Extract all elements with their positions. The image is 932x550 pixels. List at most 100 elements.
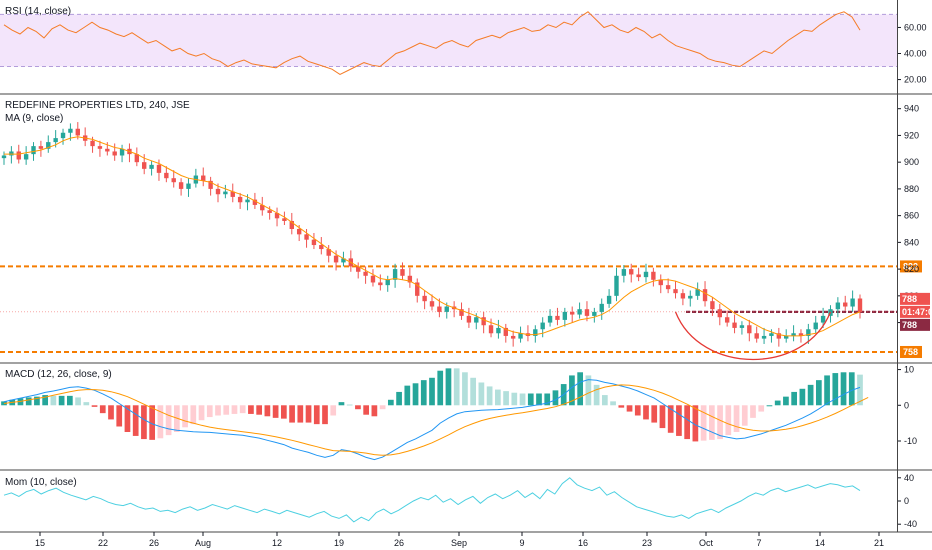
macd-hist-bar: [741, 405, 748, 426]
macd-pane: MACD (12, 26, close, 9) 10 0 -10: [1, 365, 917, 461]
y-tick-label: -10: [904, 436, 917, 446]
macd-hist-bar: [190, 405, 197, 425]
candle-body: [164, 172, 169, 179]
rsi-line: [3, 11, 861, 75]
candle-body: [813, 322, 818, 330]
candle-body: [223, 191, 228, 195]
x-tick-label: 7: [756, 538, 761, 548]
macd-hist-bar: [141, 405, 147, 440]
y-tick-label: 920: [904, 130, 919, 140]
candle-body: [658, 279, 663, 286]
rsi-y-axis: 60.00 40.00 20.00: [897, 22, 927, 85]
y-tick-label: 40.00: [904, 49, 927, 59]
macd-hist-bar: [429, 377, 435, 406]
level-tag: [900, 345, 922, 358]
x-tick-label: Aug: [195, 538, 211, 548]
candle-body: [570, 311, 575, 315]
price-pane: 822 758 REDEFINE PROPERTIES LTD, 240, JSE…: [0, 100, 932, 361]
candle-body: [296, 229, 302, 235]
candle-body: [156, 164, 162, 173]
macd-hist-bar: [807, 384, 814, 406]
ma-title: MA (9, close): [5, 113, 63, 124]
candle-body: [784, 335, 789, 339]
candle-body: [754, 333, 759, 339]
candle-body: [119, 148, 125, 156]
candle-body: [97, 146, 103, 149]
y-tick-label: 880: [904, 184, 919, 194]
candle-body: [651, 271, 656, 280]
macd-hist-bar: [371, 405, 378, 417]
macd-hist-bar: [124, 405, 131, 432]
macd-hist-bar: [420, 380, 427, 406]
price-tag: [900, 318, 930, 331]
cup-curve: [674, 311, 832, 361]
candle-body: [739, 325, 745, 328]
macd-y-axis: 10 0 -10: [897, 365, 917, 446]
mom-title: Mom (10, close): [5, 477, 77, 488]
macd-hist-bar: [272, 405, 279, 418]
candle-body: [407, 275, 413, 283]
macd-hist-bar: [330, 405, 337, 416]
candle-body: [260, 204, 265, 211]
x-tick-label: 15: [35, 538, 45, 548]
macd-hist-bar: [676, 405, 682, 436]
candle-body: [474, 317, 479, 323]
macd-title: MACD (12, 26, close, 9): [5, 369, 112, 380]
macd-hist-bar: [519, 393, 526, 406]
candle-body: [356, 266, 361, 272]
candle-body: [171, 178, 176, 183]
candle-body: [614, 275, 619, 296]
macd-hist-bar: [478, 382, 485, 406]
candle-body: [208, 180, 213, 189]
candle-body: [230, 191, 235, 197]
candle-body: [134, 154, 140, 163]
macd-hist-bar: [66, 395, 73, 406]
macd-hist-bar: [256, 405, 263, 415]
macd-hist-bar: [165, 405, 172, 436]
candle-body: [23, 154, 29, 160]
y-tick-label: 940: [904, 104, 919, 114]
macd-hist-bar: [692, 405, 699, 442]
candle-body: [31, 146, 36, 155]
candle-body: [518, 333, 523, 339]
macd-hist-bar: [437, 370, 444, 406]
candle-body: [46, 142, 51, 149]
candle-body: [68, 128, 73, 133]
macd-hist-bar: [667, 405, 674, 433]
candle-body: [510, 335, 516, 339]
candle-body: [503, 327, 508, 336]
macd-hist-bar: [50, 395, 57, 406]
macd-hist-bar: [486, 386, 493, 406]
x-tick-label: 21: [874, 538, 884, 548]
macd-hist-bar: [58, 395, 65, 406]
macd-hist-bar: [626, 405, 633, 412]
macd-hist-bar: [651, 405, 658, 423]
mom-pane: Mom (10, close) 40 0 -40: [3, 473, 917, 529]
candle-body: [599, 303, 604, 312]
candle-body: [9, 151, 14, 156]
macd-hist-bar: [239, 405, 246, 414]
macd-hist-bar: [700, 405, 707, 441]
macd-hist-bar: [363, 405, 370, 415]
y-tick-label: 20.00: [904, 75, 927, 85]
macd-hist-bar: [182, 405, 188, 428]
candle-body: [429, 301, 435, 307]
price-tag-label: 788: [902, 294, 917, 304]
macd-hist-bar: [527, 393, 534, 406]
y-tick-label: 40: [904, 473, 914, 483]
macd-hist-bar: [157, 405, 164, 439]
macd-hist-bar: [379, 405, 386, 410]
candle-body: [636, 274, 641, 278]
candle-body: [562, 311, 568, 320]
macd-histogram: [1, 368, 863, 442]
candle-body: [333, 255, 339, 263]
price-candles: [1, 122, 863, 347]
candle-body: [326, 249, 331, 256]
macd-hist-bar: [91, 405, 98, 407]
candle-body: [577, 309, 582, 315]
macd-hist-bar: [305, 405, 312, 423]
macd-hist-bar: [634, 405, 641, 416]
candle-body: [112, 151, 117, 156]
candle-body: [400, 269, 405, 276]
